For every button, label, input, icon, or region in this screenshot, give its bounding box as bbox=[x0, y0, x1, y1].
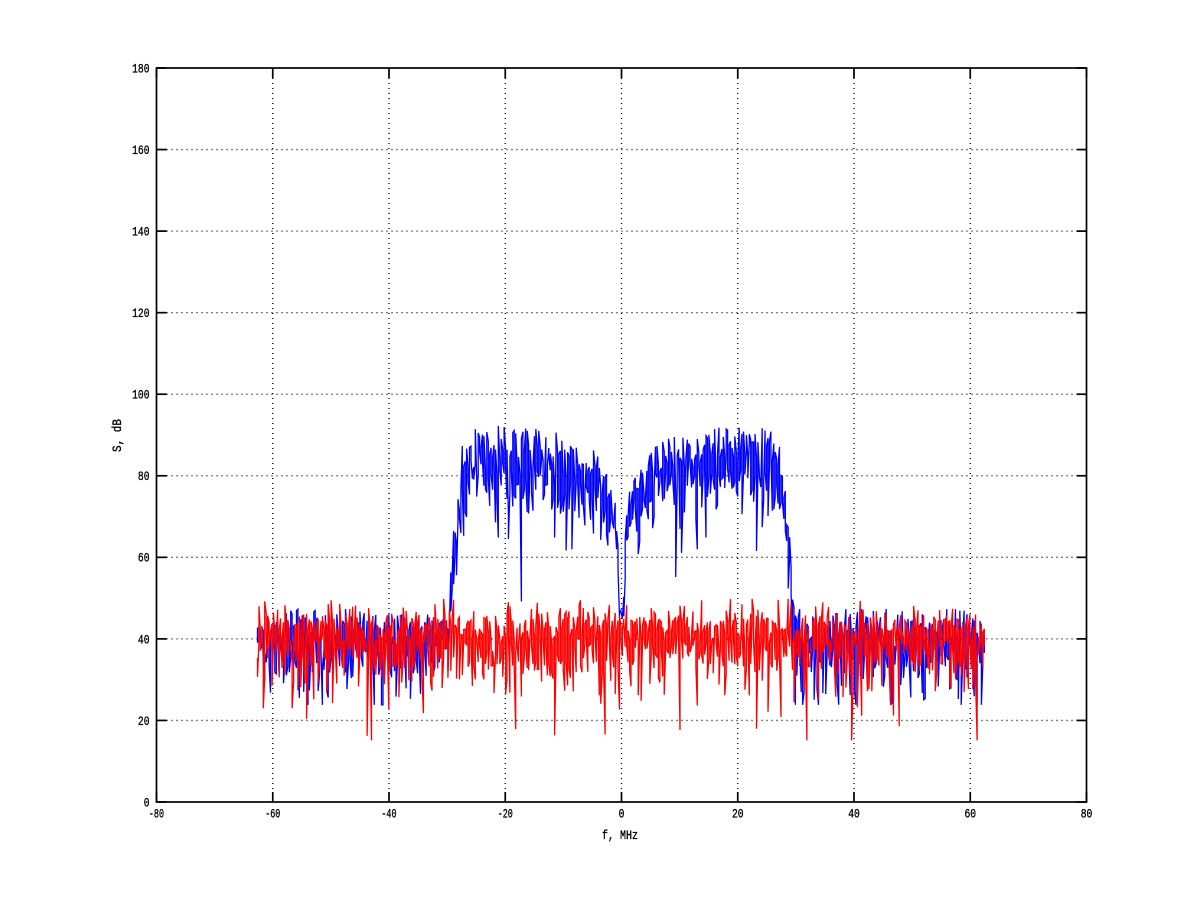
svg-text:0: 0 bbox=[144, 796, 150, 810]
svg-text:S, dB: S, dB bbox=[111, 419, 125, 452]
svg-text:180: 180 bbox=[132, 62, 149, 76]
svg-text:-80: -80 bbox=[149, 808, 164, 822]
svg-text:60: 60 bbox=[138, 552, 150, 566]
svg-text:80: 80 bbox=[138, 470, 150, 484]
svg-text:20: 20 bbox=[138, 715, 150, 729]
svg-text:-40: -40 bbox=[381, 808, 396, 822]
svg-text:160: 160 bbox=[132, 144, 149, 158]
svg-text:60: 60 bbox=[965, 808, 977, 822]
svg-text:-60: -60 bbox=[265, 808, 280, 822]
svg-text:20: 20 bbox=[732, 808, 744, 822]
svg-text:40: 40 bbox=[138, 633, 150, 647]
svg-text:0: 0 bbox=[619, 808, 625, 822]
svg-text:80: 80 bbox=[1081, 808, 1093, 822]
svg-text:120: 120 bbox=[132, 307, 149, 321]
svg-text:40: 40 bbox=[848, 808, 860, 822]
svg-text:140: 140 bbox=[132, 226, 149, 240]
svg-text:-20: -20 bbox=[498, 808, 513, 822]
svg-text:100: 100 bbox=[132, 389, 149, 403]
svg-text:f, MHz: f, MHz bbox=[602, 829, 638, 843]
